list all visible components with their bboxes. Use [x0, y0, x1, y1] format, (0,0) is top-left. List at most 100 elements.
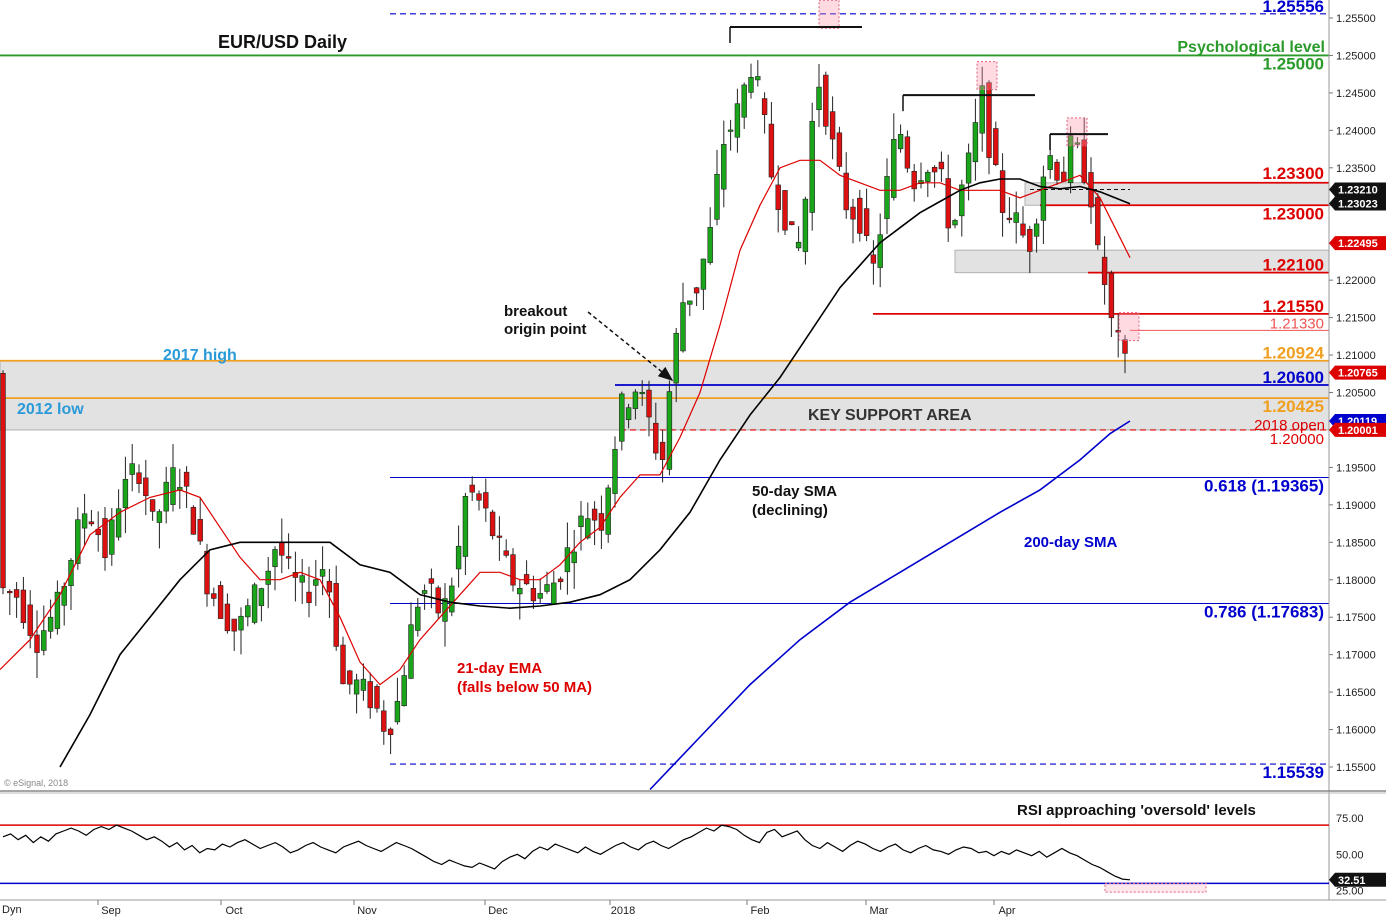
candle-body: [625, 407, 632, 421]
candle-body: [88, 521, 95, 525]
candle-body: [1081, 139, 1087, 183]
candle-body: [659, 441, 666, 461]
candle-body: [1040, 176, 1047, 221]
candle-body: [183, 471, 190, 487]
candle-body: [279, 541, 285, 556]
key-support-zone: [0, 360, 1330, 431]
candle-body: [115, 508, 122, 538]
candle-body: [1054, 161, 1060, 181]
candle-body: [258, 588, 265, 606]
rsi-y-tick-label: 50.00: [1336, 849, 1364, 861]
candle-body: [897, 134, 904, 150]
tag-122495: [1329, 236, 1386, 251]
y-tick-label: 1.21500: [1336, 313, 1376, 325]
candle-body: [564, 547, 571, 573]
candle-body: [700, 258, 707, 290]
level-fib-0618-label: 0.618 (1.19365): [1204, 477, 1324, 496]
low-marker-apr: [1118, 312, 1140, 342]
x-tick-label: Oct: [225, 905, 242, 917]
level-120425-label: 1.20425: [1263, 397, 1324, 416]
candle-body: [782, 190, 788, 231]
candle-body: [1122, 339, 1128, 354]
candle-body: [639, 391, 645, 395]
candle-body: [428, 578, 435, 584]
y-tick-label: 1.24500: [1336, 88, 1376, 100]
key-support-label: KEY SUPPORT AREA: [808, 407, 972, 424]
candle-body: [748, 77, 754, 93]
chart-title: EUR/USD Daily: [218, 32, 347, 52]
level-125000-label: 1.25000: [1263, 54, 1324, 73]
sma50-label-line1: 50-day SMA: [752, 483, 837, 500]
level-120924-label: 1.20924: [1263, 344, 1325, 363]
y-tick-label: 1.25000: [1336, 50, 1376, 62]
y-tick-label: 1.22000: [1336, 275, 1376, 287]
candle-body: [687, 300, 693, 305]
candle-body: [870, 254, 877, 264]
candle-body: [666, 391, 673, 470]
candle-body: [965, 152, 972, 184]
y-tick-label: 1.18500: [1336, 537, 1376, 549]
candle-body: [945, 178, 951, 229]
psychological-level-label: Psychological level: [1177, 39, 1325, 56]
candle-body: [251, 584, 258, 623]
candle-body: [211, 593, 217, 599]
candle-body: [503, 550, 509, 556]
candle-body: [489, 511, 496, 537]
candle-body: [333, 583, 339, 647]
tag-120001: [1329, 422, 1386, 437]
candle-body: [177, 487, 183, 491]
candle-body: [612, 449, 618, 494]
candle-body: [319, 569, 326, 577]
candle-body: [54, 591, 61, 629]
candle-body: [721, 144, 727, 190]
candle-body: [1067, 135, 1074, 184]
candle-body: [816, 86, 822, 110]
rsi-title: RSI approaching 'oversold' levels: [1017, 802, 1256, 819]
candle-body: [13, 589, 20, 598]
candle-body: [795, 241, 802, 249]
candle-body: [421, 590, 428, 594]
candle-body: [217, 585, 224, 619]
y-tick-label: 1.16500: [1336, 687, 1376, 699]
candle-body: [41, 630, 47, 651]
candle-body: [1013, 212, 1019, 223]
candle-body: [285, 556, 292, 559]
y-tick-label: 1.25500: [1336, 13, 1376, 25]
candle-body: [714, 173, 720, 220]
sma50-label-line2: (declining): [752, 502, 828, 519]
tag-122495-label: 1.22495: [1338, 238, 1378, 250]
candle-body: [1047, 155, 1053, 170]
high-marker-feb: [818, 0, 840, 29]
candle-body: [462, 495, 469, 557]
level-121330-label: 1.21330: [1270, 315, 1324, 332]
candle-body: [673, 332, 679, 384]
candle-body: [1033, 223, 1040, 237]
candle-body: [7, 591, 13, 594]
candle-body: [829, 111, 836, 140]
candle-body: [442, 598, 448, 622]
candle-body: [374, 686, 380, 709]
candle-body: [469, 484, 475, 493]
candle-body: [299, 575, 305, 583]
y-tick-label: 1.17000: [1336, 650, 1376, 662]
candle-body: [1115, 330, 1121, 333]
candle-body: [959, 184, 965, 217]
candle-body: [190, 506, 197, 535]
candle-body: [918, 180, 924, 184]
candle-body: [993, 128, 999, 165]
candle-body: [1074, 142, 1081, 145]
tag-120765: [1329, 365, 1386, 380]
y-tick-label: 1.18000: [1336, 575, 1376, 587]
candle-body: [727, 129, 734, 132]
candle-body: [884, 176, 890, 219]
level-123000-label: 1.23000: [1263, 204, 1324, 223]
level-125556-label: 1.25556: [1263, 0, 1324, 16]
candle-body: [449, 585, 455, 613]
dyn-label: Dyn: [2, 904, 22, 916]
level-120000-label: 1.20000: [1270, 431, 1324, 448]
candle-body: [843, 172, 849, 211]
high-marker-apr: [1066, 117, 1088, 147]
candle-body: [986, 82, 992, 158]
level-120600-label: 1.20600: [1263, 368, 1324, 387]
